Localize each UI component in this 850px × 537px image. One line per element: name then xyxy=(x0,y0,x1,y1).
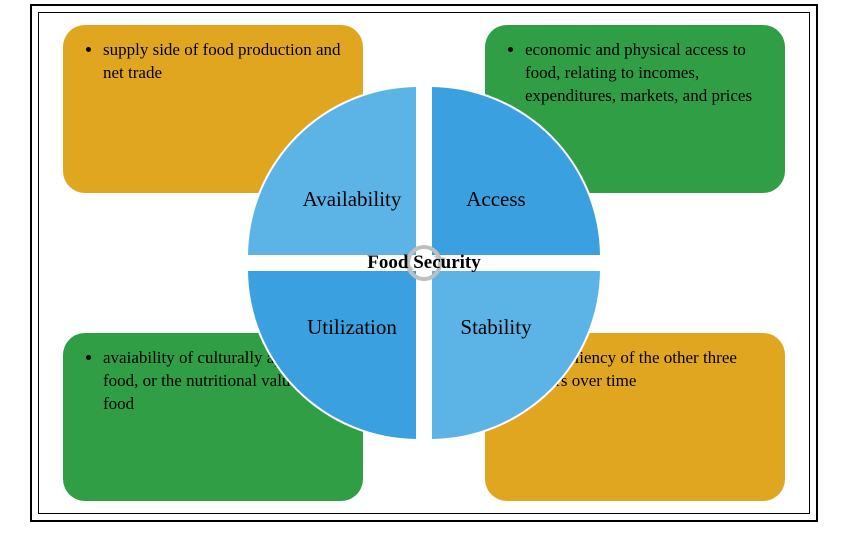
quadrant-availability: Availability xyxy=(246,85,418,257)
diagram-outer-frame: supply side of food production and net t… xyxy=(30,4,818,522)
quadrant-stability-label: Stability xyxy=(460,315,531,340)
diagram-inner-frame: supply side of food production and net t… xyxy=(38,12,810,514)
quadrant-utilization: Utilization xyxy=(246,269,418,441)
quadrant-availability-label: Availability xyxy=(303,187,402,212)
quadrant-stability: Stability xyxy=(430,269,602,441)
box-availability-text: supply side of food production and net t… xyxy=(103,39,345,85)
quadrant-access: Access xyxy=(430,85,602,257)
quadrant-access-label: Access xyxy=(466,187,525,212)
center-title: Food Security xyxy=(367,252,480,274)
pillars-circle: Availability Access Utilization Stabilit… xyxy=(246,85,602,441)
quadrant-utilization-label: Utilization xyxy=(307,315,397,340)
